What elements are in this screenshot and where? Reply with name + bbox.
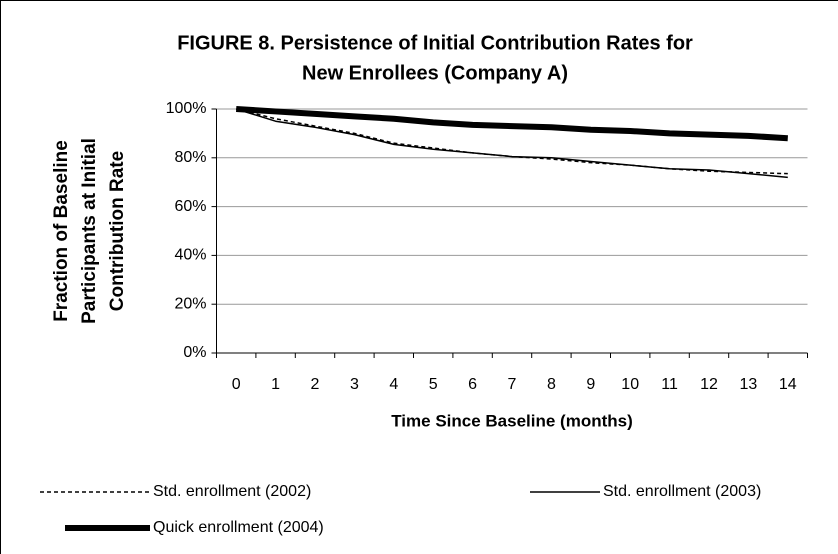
x-tick-label: 13 <box>740 376 758 393</box>
y-tick-label: 40% <box>174 247 206 264</box>
y-tick-label: 20% <box>174 295 206 312</box>
x-tick-label: 14 <box>779 376 797 393</box>
series-line <box>236 106 788 142</box>
y-tick-label: 80% <box>174 149 206 166</box>
y-axis-label-line: Fraction of Baseline <box>51 140 72 322</box>
legend-label: Std. enrollment (2003) <box>603 483 761 500</box>
chart-title: FIGURE 8. Persistence of Initial Contrib… <box>177 32 693 54</box>
y-tick-label: 60% <box>174 198 206 215</box>
series-line <box>235 108 788 179</box>
x-tick-label: 8 <box>547 376 556 393</box>
legend-label: Std. enrollment (2002) <box>153 483 311 500</box>
y-axis-label: Fraction of Baseline Participants at Init… <box>51 138 128 324</box>
y-tick-label: 0% <box>183 344 206 361</box>
x-tick-label: 9 <box>586 376 595 393</box>
chart-title: New Enrollees (Company A) <box>302 62 568 84</box>
x-tick-label: 12 <box>700 376 718 393</box>
x-tick-label: 4 <box>389 376 398 393</box>
x-tick-label: 10 <box>621 376 639 393</box>
x-tick-label: 7 <box>508 376 517 393</box>
x-tick-label: 0 <box>232 376 241 393</box>
legend-label: Quick enrollment (2004) <box>153 519 324 536</box>
y-axis-label-line: Participants at Initial <box>79 138 100 324</box>
y-tick-label: 100% <box>166 100 207 117</box>
y-axis-label-line: Contribution Rate <box>107 151 128 311</box>
x-tick-label: 1 <box>271 376 280 393</box>
x-tick-label: 11 <box>661 376 678 393</box>
x-axis-label: Time Since Baseline (months) <box>391 411 633 430</box>
x-tick-label: 3 <box>350 376 359 393</box>
x-tick-label: 2 <box>311 376 320 393</box>
x-tick-label: 5 <box>429 376 438 393</box>
x-tick-label: 6 <box>468 376 477 393</box>
